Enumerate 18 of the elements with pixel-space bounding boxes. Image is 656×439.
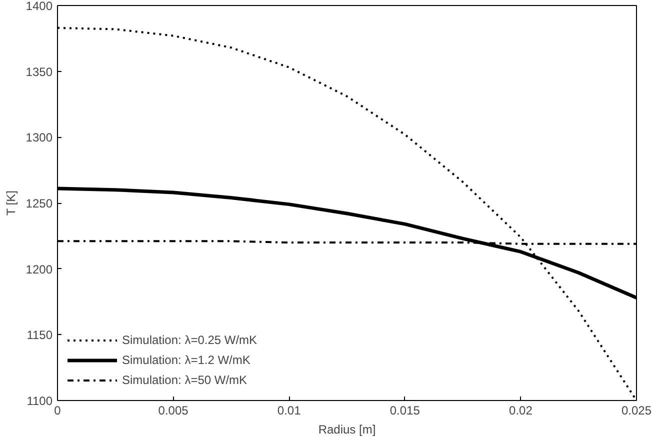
y-tick-label: 1150 <box>26 328 53 342</box>
legend-label: Simulation: λ=0.25 W/mK <box>122 333 258 347</box>
y-axis-title: T [K] <box>4 190 18 216</box>
y-tick-label: 1200 <box>26 262 53 276</box>
x-tick-label: 0.015 <box>390 404 420 418</box>
y-tick-label: 1400 <box>26 0 53 13</box>
legend-label: Simulation: λ=1.2 W/mK <box>122 353 250 367</box>
x-tick-label: 0.025 <box>621 404 652 418</box>
x-tick-label: 0 <box>54 404 62 418</box>
legend-label: Simulation: λ=50 W/mK <box>122 373 248 387</box>
y-tick-label: 1300 <box>26 130 53 145</box>
x-axis-title: Radius [m] <box>318 422 376 436</box>
y-tick-label: 1100 <box>26 394 53 408</box>
x-tick-label: 0.01 <box>277 404 302 418</box>
y-tick-label: 1350 <box>26 64 53 79</box>
y-tick-label: 1250 <box>26 196 53 210</box>
x-tick-label: 0.02 <box>509 404 533 418</box>
x-tick-label: 0.005 <box>158 404 189 418</box>
